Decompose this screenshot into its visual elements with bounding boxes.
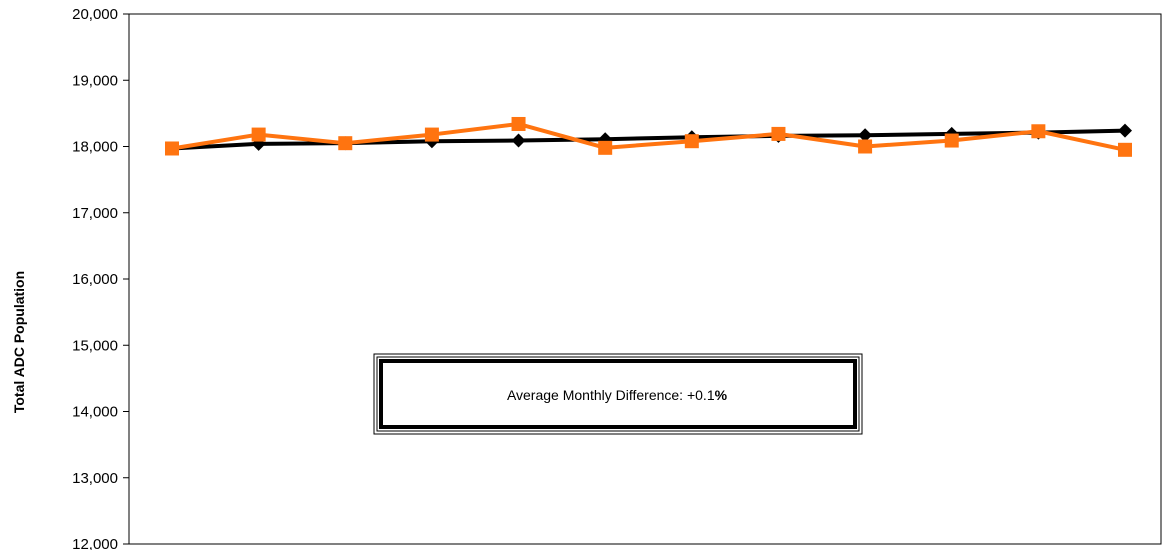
y-axis: 12,000 13,000 14,000 15,000 16,000 17,000 18,0… [72,6,129,550]
data-point-square [251,127,266,142]
data-point-square [858,139,873,154]
y-tick-label: 18,000 [72,139,118,156]
annotation-value: Average Monthly Difference: +0.1 [507,387,715,403]
annotation-text: Average Monthly Difference: +0.1% [507,387,728,403]
data-point-square [598,140,613,155]
y-tick-label: 12,000 [72,536,118,550]
plot-border [128,13,1162,545]
data-point-square [165,141,179,156]
data-point-diamond [1118,123,1132,138]
y-tick-label: 15,000 [72,337,118,354]
data-point-square [771,126,786,141]
y-tick-label: 17,000 [72,205,118,222]
data-point-square [511,116,526,131]
series-line-2 [171,121,1126,152]
plot-area [128,13,1162,545]
data-point-square [1031,124,1046,139]
data-point-square [684,134,699,149]
y-axis-title: Total ADC Population [11,271,27,413]
data-point-square [424,127,439,142]
data-point-square [338,136,353,151]
y-tick-label: 13,000 [72,470,118,487]
data-point-diamond [511,133,526,148]
series-layer [165,116,1132,157]
data-point-square [1118,142,1132,157]
y-tick-label: 14,000 [72,404,118,421]
annotation-percent-sign: % [715,387,728,403]
annotation-box: Average Monthly Difference: +0.1% [373,353,863,435]
data-point-diamond [858,128,873,143]
y-tick-label: 19,000 [72,72,118,89]
data-point-square [944,133,959,148]
y-tick-label: 20,000 [72,6,118,23]
y-tick-label: 16,000 [72,271,118,288]
